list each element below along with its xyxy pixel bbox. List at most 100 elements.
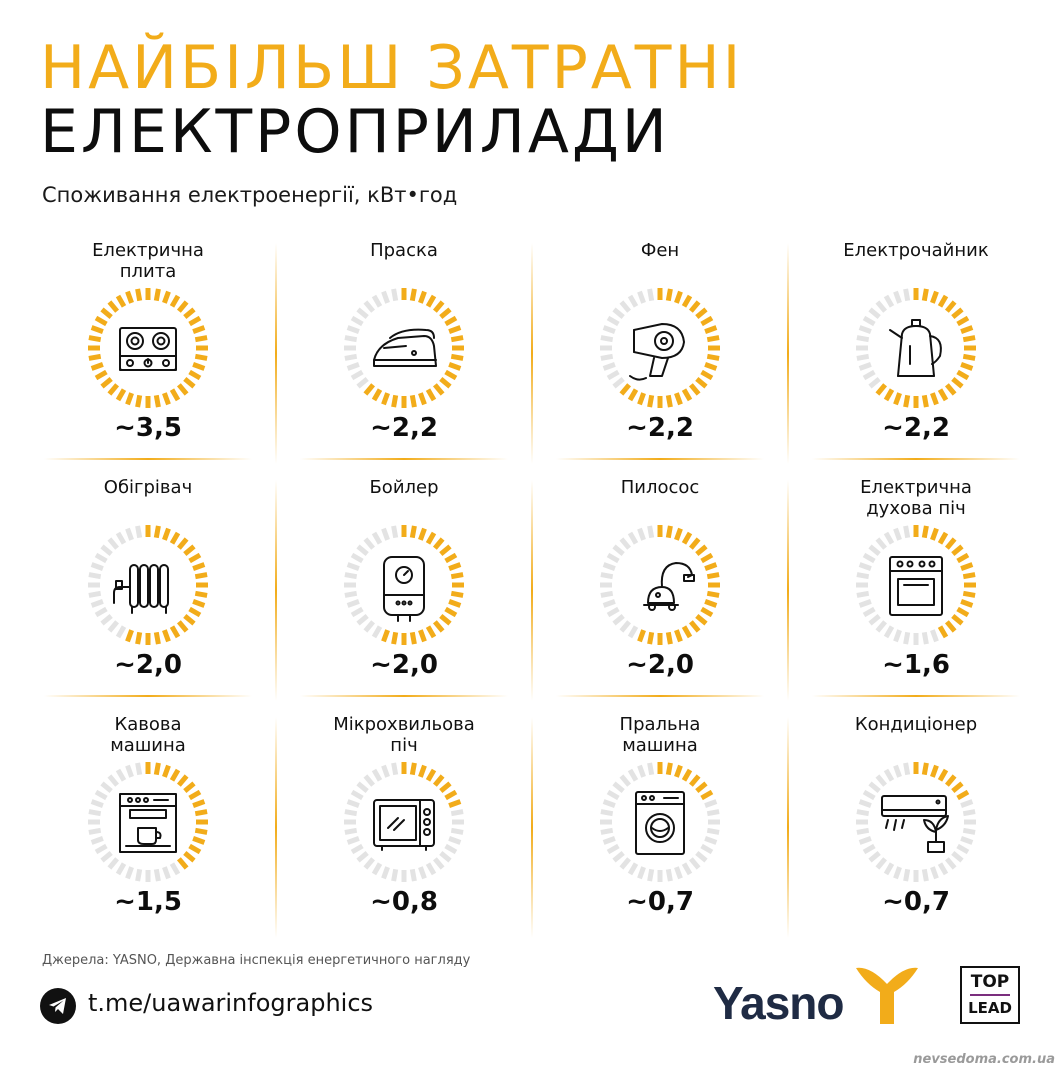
gauge-tick [192, 562, 206, 571]
gauge-tick [937, 862, 949, 876]
gauge-tick [381, 392, 390, 406]
gauge-tick [125, 629, 134, 643]
gauge-tick [90, 325, 104, 334]
gauge-tick [350, 606, 364, 618]
gauge-tick [700, 789, 714, 801]
vertical-divider [531, 243, 533, 464]
telegram-icon[interactable] [40, 988, 76, 1024]
gauge-tick [381, 290, 390, 304]
gauge-tick [619, 774, 632, 787]
gauge-tick [921, 394, 929, 408]
gauge-tick [107, 774, 120, 787]
gauge-tick [188, 315, 202, 327]
consumption-gauge [599, 524, 721, 646]
gauge-tick [960, 562, 974, 571]
gauge-tick [688, 537, 701, 550]
source-note: Джерела: YASNO, Державна інспекція енерг… [42, 953, 471, 968]
gauge-tick [346, 799, 360, 808]
gauge-tick [706, 809, 720, 817]
consumption-value: ~1,6 [882, 650, 950, 680]
gauge-tick [606, 315, 620, 327]
gauge-tick [856, 590, 870, 598]
gauge-tick [637, 527, 646, 541]
telegram-link[interactable]: t.me/uawarinfographics [88, 989, 374, 1017]
gauge-tick [858, 599, 872, 608]
horizontal-divider [812, 458, 1020, 460]
gauge-tick [960, 599, 974, 608]
air-conditioner-icon [874, 780, 958, 864]
gauge-tick [856, 335, 870, 343]
gauge-tick [409, 394, 417, 408]
gauge-tick [627, 862, 639, 876]
gauge-tick [363, 774, 376, 787]
toplead-lead: LEAD [968, 999, 1012, 1017]
gauge-tick [188, 789, 202, 801]
gauge-tick [425, 862, 437, 876]
gauge-tick [937, 768, 949, 782]
gauge-tick [192, 599, 206, 608]
gauge-tick [115, 768, 127, 782]
gauge-tick [637, 392, 646, 406]
gauge-tick [937, 388, 949, 402]
appliance-label: Електрична духова піч [860, 477, 972, 519]
gauge-tick [921, 631, 929, 645]
gauge-tick [418, 392, 427, 406]
gauge-tick [432, 383, 445, 396]
gauge-tick [883, 625, 895, 639]
gauge-tick [432, 857, 445, 870]
gauge-tick [432, 774, 445, 787]
gauge-tick [183, 376, 196, 389]
gauge-tick [371, 531, 383, 545]
gauge-tick [153, 868, 161, 882]
gauge-tick [356, 850, 369, 863]
gauge-tick [962, 353, 976, 361]
gauge-tick [960, 799, 974, 808]
gauge-tick [695, 781, 708, 794]
gauge-tick [176, 383, 189, 396]
gauge-tick [88, 335, 102, 343]
gauge-tick [893, 629, 902, 643]
gauge-tick [647, 288, 655, 302]
gauge-tick [169, 388, 181, 402]
gauge-tick [665, 762, 673, 776]
gauge-tick [344, 335, 358, 343]
gauge-tick [409, 762, 417, 776]
gauge-tick [115, 531, 127, 545]
gauge-tick [432, 620, 445, 633]
appliance-label: Мікрохвильова піч [333, 714, 475, 756]
gauge-tick [602, 799, 616, 808]
appliance-card: Обігрівач ~2,0 [20, 472, 276, 709]
gauge-tick [700, 552, 714, 564]
gauge-tick [439, 544, 452, 557]
gauge-tick [856, 572, 870, 580]
gauge-tick [176, 300, 189, 313]
gauge-tick [350, 552, 364, 564]
gauge-tick [344, 572, 358, 580]
gauge-tick [681, 294, 693, 308]
gauge-tick [94, 369, 108, 381]
gauge-tick [647, 394, 655, 408]
gauge-tick [90, 599, 104, 608]
gauge-tick [135, 394, 143, 408]
gauge-tick [439, 376, 452, 389]
gauge-tick [875, 857, 888, 870]
gauge-tick [893, 290, 902, 304]
gauge-tick [903, 394, 911, 408]
gauge-tick [183, 781, 196, 794]
gauge-tick [956, 843, 970, 855]
gauge-tick [647, 868, 655, 882]
gauge-tick [962, 590, 976, 598]
gauge-tick [176, 774, 189, 787]
appliance-label: Пилосос [620, 477, 700, 498]
gauge-tick [960, 836, 974, 845]
gauge-tick [665, 288, 673, 302]
gauge-tick [962, 335, 976, 343]
gauge-tick [169, 768, 181, 782]
appliance-label: Обігрівач [103, 477, 193, 498]
gauge-tick [930, 527, 939, 541]
gauge-tick [856, 353, 870, 361]
gauge-tick [450, 572, 464, 580]
appliance-card: Пилосос ~2,0 [532, 472, 788, 709]
gauge-tick [94, 552, 108, 564]
gauge-tick [356, 307, 369, 320]
